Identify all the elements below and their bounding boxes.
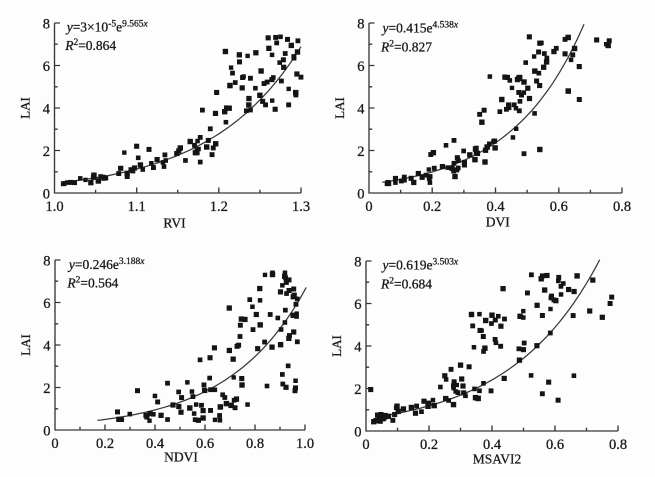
svg-text:8: 8 <box>43 254 50 270</box>
svg-text:1.3: 1.3 <box>292 199 310 215</box>
svg-text:RVI: RVI <box>163 215 186 230</box>
svg-text:8: 8 <box>43 17 50 33</box>
svg-text:2: 2 <box>354 382 361 398</box>
svg-text:LAI: LAI <box>18 97 33 119</box>
svg-text:R2=0.564: R2=0.564 <box>66 276 118 291</box>
svg-text:0: 0 <box>51 436 58 452</box>
svg-text:8: 8 <box>357 17 364 33</box>
svg-text:8: 8 <box>354 255 361 271</box>
svg-text:4: 4 <box>43 102 51 118</box>
svg-text:MSAVI2: MSAVI2 <box>473 451 522 466</box>
svg-text:1.2: 1.2 <box>210 199 228 215</box>
svg-text:0: 0 <box>354 425 361 441</box>
svg-text:0: 0 <box>365 199 372 215</box>
svg-text:DVI: DVI <box>486 215 510 230</box>
svg-text:0.8: 0.8 <box>246 436 264 452</box>
svg-text:0.4: 0.4 <box>146 436 165 452</box>
svg-text:6: 6 <box>43 59 50 75</box>
svg-text:0: 0 <box>362 437 369 453</box>
svg-text:0: 0 <box>357 187 364 203</box>
svg-text:0.6: 0.6 <box>546 437 564 453</box>
svg-text:R2=0.827: R2=0.827 <box>380 40 432 55</box>
svg-text:2: 2 <box>43 144 50 160</box>
svg-text:LAI: LAI <box>329 335 344 357</box>
svg-text:0.2: 0.2 <box>420 437 438 453</box>
svg-text:1.0: 1.0 <box>296 436 314 452</box>
svg-text:LAI: LAI <box>332 97 347 119</box>
svg-text:0.2: 0.2 <box>423 199 441 215</box>
svg-text:4: 4 <box>354 340 362 356</box>
svg-text:2: 2 <box>357 144 364 160</box>
svg-text:0.6: 0.6 <box>550 199 568 215</box>
svg-text:0.4: 0.4 <box>483 437 502 453</box>
svg-text:6: 6 <box>354 297 361 313</box>
svg-text:0: 0 <box>43 424 50 440</box>
svg-text:1.0: 1.0 <box>45 199 63 215</box>
svg-text:1.1: 1.1 <box>128 199 146 215</box>
svg-text:NDVI: NDVI <box>164 450 198 465</box>
svg-text:0.8: 0.8 <box>609 437 627 453</box>
svg-text:0.8: 0.8 <box>613 199 631 215</box>
svg-text:0.2: 0.2 <box>96 436 114 452</box>
svg-text:4: 4 <box>43 339 51 355</box>
svg-text:0: 0 <box>43 187 50 203</box>
svg-text:0.4: 0.4 <box>486 199 505 215</box>
svg-text:0.6: 0.6 <box>196 436 214 452</box>
svg-text:LAI: LAI <box>18 334 33 356</box>
svg-text:R2=0.864: R2=0.864 <box>64 38 116 53</box>
svg-text:6: 6 <box>43 296 50 312</box>
svg-text:6: 6 <box>357 59 364 75</box>
svg-text:R2=0.684: R2=0.684 <box>380 277 432 292</box>
svg-text:2: 2 <box>43 381 50 397</box>
svg-text:4: 4 <box>357 102 365 118</box>
